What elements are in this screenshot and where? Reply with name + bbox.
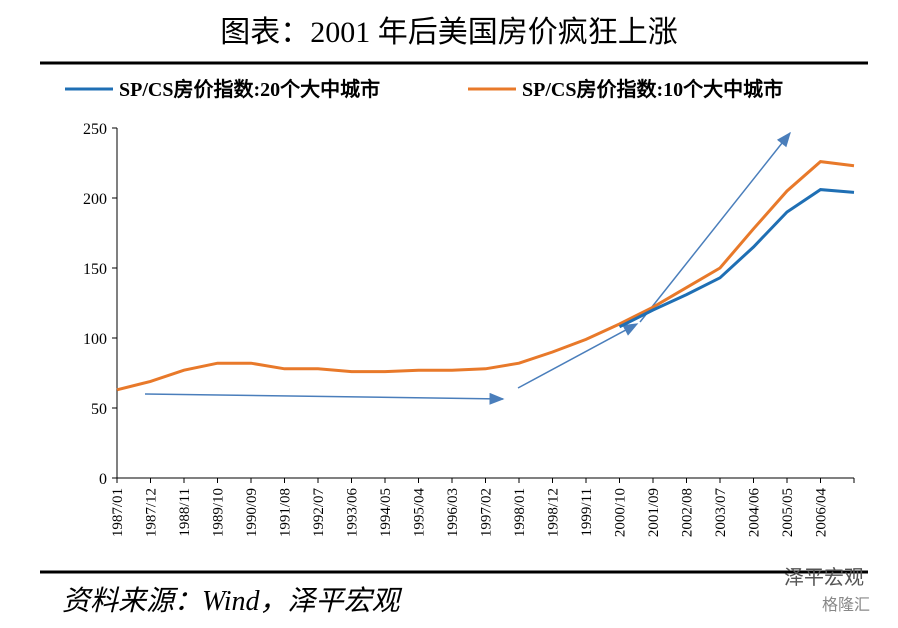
x-tick-label: 2000/10: [613, 488, 629, 537]
x-tick-label: 1998/01: [512, 488, 528, 537]
x-tick-label: 2005/05: [780, 488, 796, 537]
x-tick-label: 1987/01: [110, 488, 126, 537]
x-tick-label: 1991/08: [278, 488, 294, 537]
x-tick-label: 1988/11: [177, 488, 193, 537]
series-line: [618, 188, 855, 329]
x-tick-label: 2001/09: [646, 488, 662, 537]
x-tick-label: 1997/02: [479, 488, 495, 537]
watermark: 泽平宏观: [784, 565, 864, 589]
x-tick-label: 1999/11: [579, 488, 595, 537]
x-tick-label: 2006/04: [814, 488, 830, 538]
y-tick-label: 100: [83, 331, 107, 348]
x-tick-label: 1996/03: [445, 488, 461, 537]
x-tick-label: 1994/05: [378, 488, 394, 537]
series-line: [116, 160, 855, 392]
y-tick-label: 50: [91, 401, 107, 418]
trend-arrow: [639, 131, 791, 323]
watermark: 格隆汇: [822, 595, 870, 614]
x-tick-label: 1987/12: [144, 488, 160, 537]
legend-label: SP/CS房价指数:10个大中城市: [522, 77, 783, 101]
x-tick-label: 1993/06: [345, 488, 361, 538]
chart-title: 图表：2001 年后美国房价疯狂上涨: [220, 16, 678, 49]
x-tick-label: 1990/09: [244, 488, 260, 537]
y-tick-label: 250: [83, 121, 107, 138]
x-tick-label: 2003/07: [713, 488, 729, 538]
x-tick-label: 1995/04: [412, 488, 428, 538]
y-tick-label: 150: [83, 261, 107, 278]
x-tick-label: 1992/07: [311, 488, 327, 538]
x-tick-label: 1998/12: [546, 488, 562, 537]
x-tick-label: 2002/08: [680, 488, 696, 537]
trend-arrow: [517, 323, 639, 389]
y-tick-label: 0: [99, 471, 107, 488]
x-tick-label: 1989/10: [211, 488, 227, 537]
trend-arrow: [144, 392, 505, 405]
y-tick-label: 200: [83, 191, 107, 208]
source: 资料来源：Wind，泽平宏观: [62, 586, 403, 617]
x-tick-label: 2004/06: [747, 488, 763, 538]
legend-label: SP/CS房价指数:20个大中城市: [119, 77, 380, 101]
